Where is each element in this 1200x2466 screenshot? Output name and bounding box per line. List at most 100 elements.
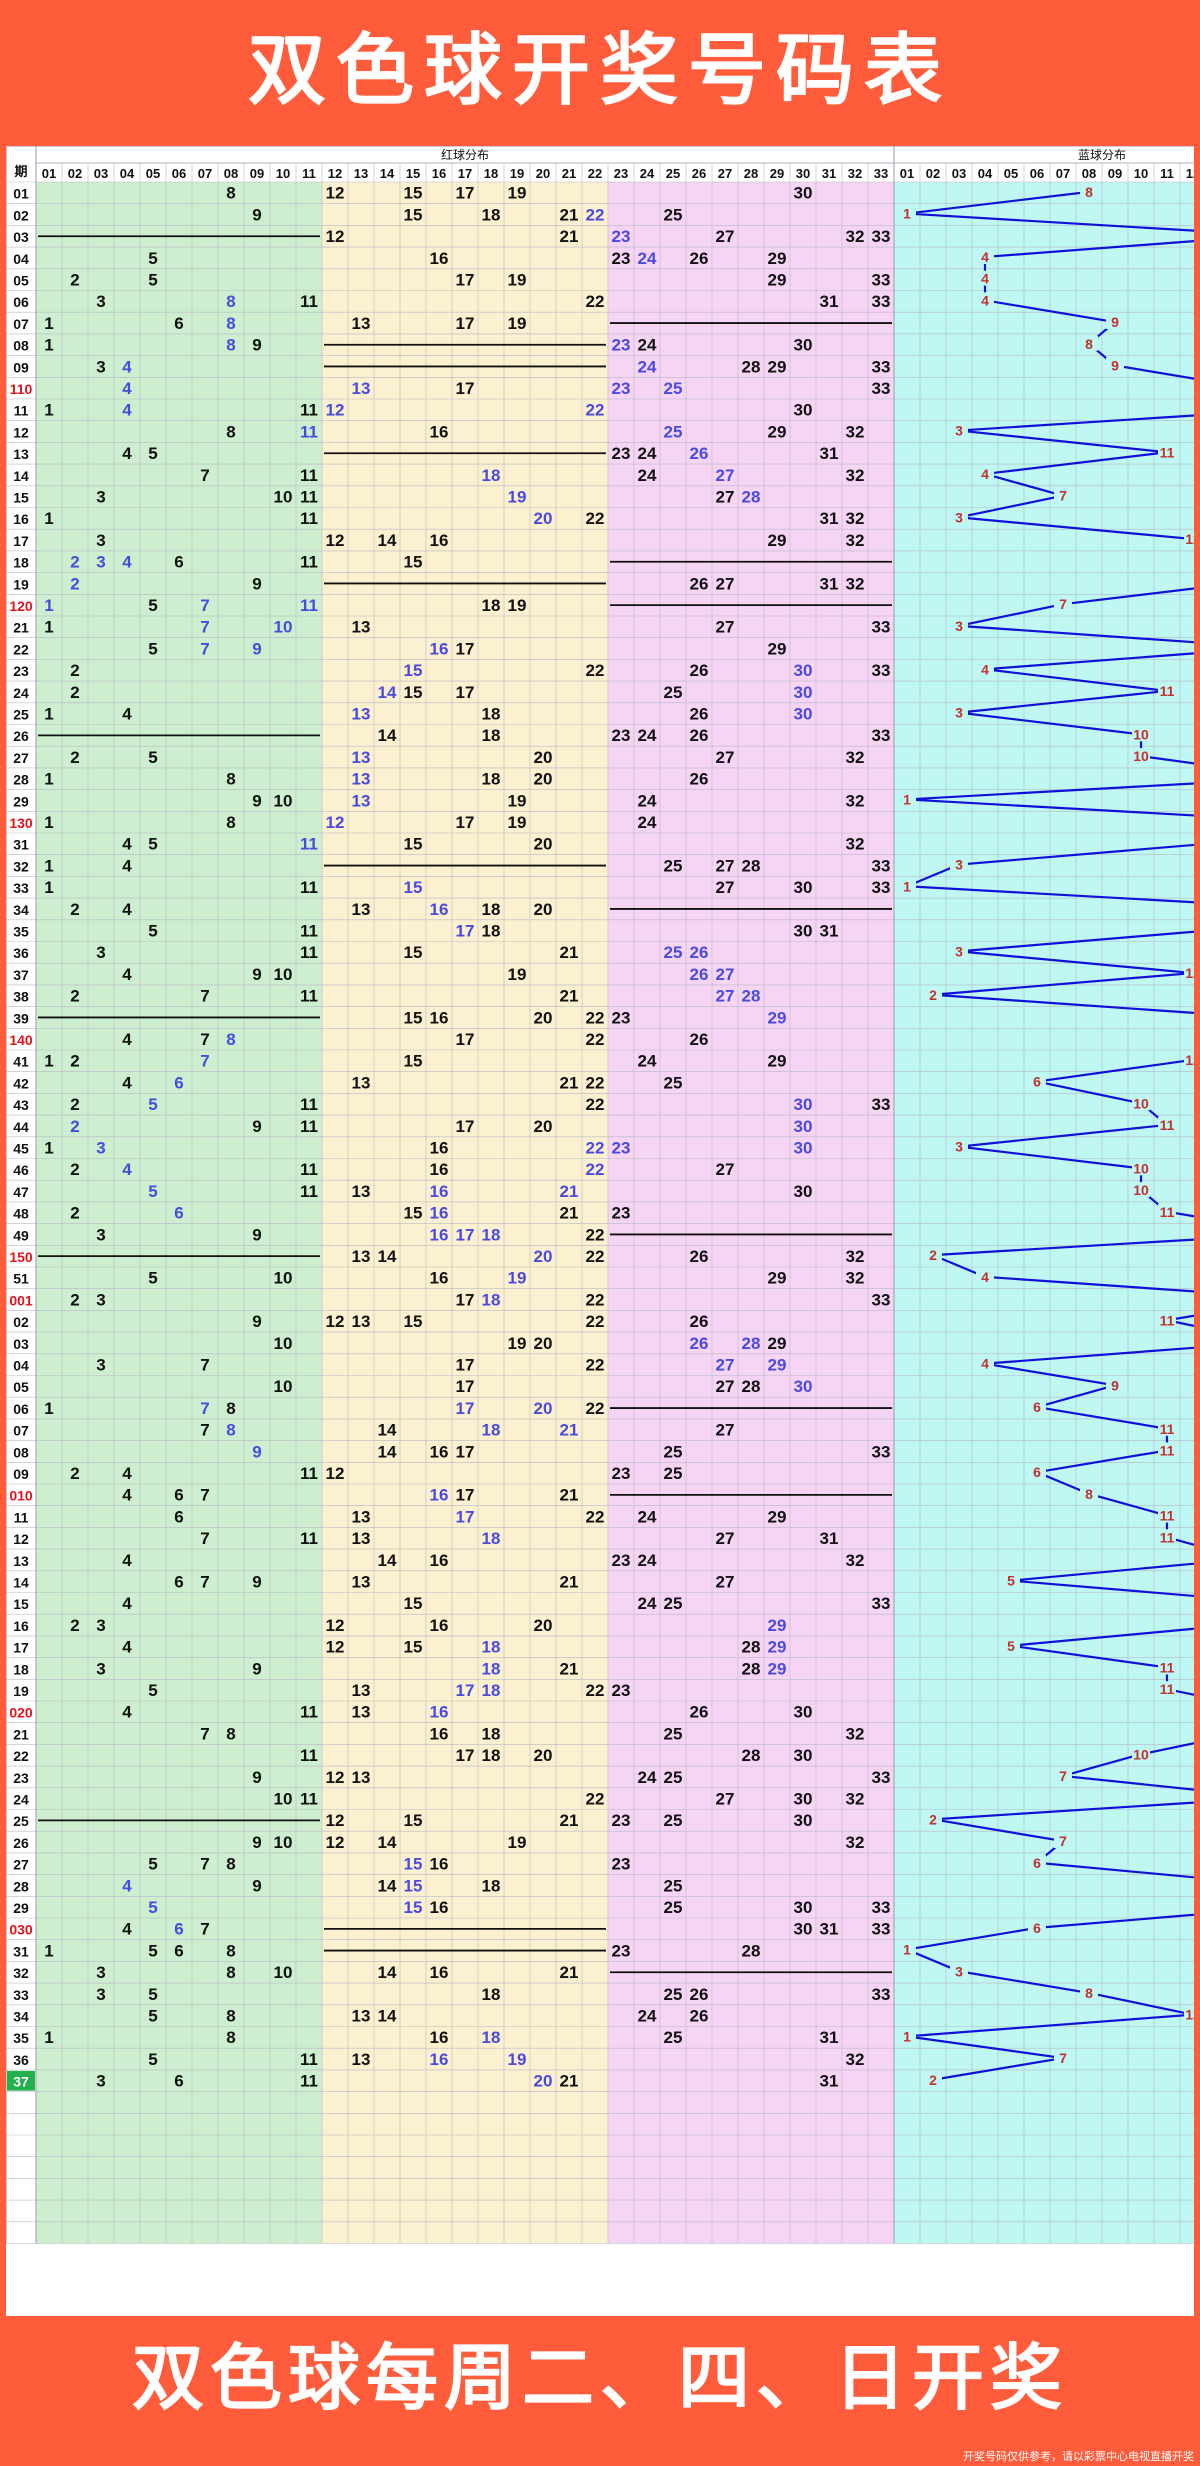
blue-column-number: 04 <box>978 166 993 181</box>
blue-ball-label-bg <box>1028 1854 1046 1870</box>
red-ball-number: 11 <box>300 1790 318 1809</box>
red-ball-number: 30 <box>794 922 813 941</box>
period-label: 01 <box>13 186 29 202</box>
red-column-number: 08 <box>224 166 238 181</box>
blue-ball-label-bg <box>950 856 968 872</box>
red-ball-number: 1 <box>44 878 53 897</box>
red-ball-number: 33 <box>872 1290 891 1309</box>
red-ball-number: 26 <box>690 574 709 593</box>
red-ball-number: 20 <box>534 900 553 919</box>
red-ball-number: 26 <box>690 770 709 789</box>
red-ball-number: 11 <box>300 422 318 441</box>
red-ball-number: 15 <box>404 661 423 680</box>
red-ball-number: 30 <box>794 661 813 680</box>
blue-ball-number: 11 <box>1160 1421 1175 1437</box>
red-ball-number: 33 <box>872 227 891 246</box>
red-ball-number: 15 <box>404 835 423 854</box>
blue-ball-number: 11 <box>1160 1442 1175 1458</box>
red-ball-number: 5 <box>148 1941 157 1960</box>
red-ball-number: 24 <box>638 1594 657 1613</box>
red-ball-number: 20 <box>534 509 553 528</box>
red-ball-number: 17 <box>456 1507 475 1526</box>
red-ball-number: 3 <box>96 531 105 550</box>
red-ball-number: 26 <box>690 705 709 724</box>
red-ball-number: 12 <box>326 531 345 550</box>
red-column-number: 12 <box>328 166 342 181</box>
red-ball-number: 28 <box>742 357 761 376</box>
red-ball-number: 17 <box>456 379 475 398</box>
blue-ball-number: 7 <box>1059 1768 1067 1784</box>
period-label: 24 <box>13 685 29 701</box>
red-ball-number: 5 <box>148 748 157 767</box>
period-label: 120 <box>9 598 33 614</box>
red-ball-number: 21 <box>560 1963 579 1982</box>
red-ball-number: 11 <box>300 1746 318 1765</box>
red-ball-number: 22 <box>586 1008 605 1027</box>
red-ball-number: 1 <box>44 509 53 528</box>
red-ball-number: 20 <box>534 770 553 789</box>
red-ball-number: 15 <box>404 205 423 224</box>
red-ball-number: 25 <box>664 1898 683 1917</box>
red-ball-number: 15 <box>404 1876 423 1895</box>
period-label: 27 <box>13 750 29 766</box>
red-ball-number: 18 <box>482 596 501 615</box>
red-ball-number: 9 <box>252 1833 261 1852</box>
red-ball-number: 32 <box>846 1833 865 1852</box>
red-ball-number: 31 <box>820 2028 839 2047</box>
blue-ball-label-bg <box>1184 965 1194 981</box>
red-ball-number: 1 <box>44 705 53 724</box>
red-ball-number: 19 <box>508 791 527 810</box>
red-ball-number: 18 <box>482 900 501 919</box>
period-label: 36 <box>13 2052 29 2068</box>
blue-ball-number: 9 <box>1111 314 1119 330</box>
red-ball-number: 27 <box>716 618 735 637</box>
red-ball-number: 31 <box>820 292 839 311</box>
red-ball-number: 22 <box>586 205 605 224</box>
red-ball-number: 25 <box>664 205 683 224</box>
blue-ball-label-bg <box>1158 1507 1176 1523</box>
period-label: 32 <box>13 1965 29 1981</box>
period-label: 08 <box>13 338 29 354</box>
blue-ball-label-bg <box>950 704 968 720</box>
red-ball-number: 14 <box>378 1421 397 1440</box>
red-ball-number: 10 <box>274 1963 293 1982</box>
red-ball-number: 17 <box>456 1486 475 1505</box>
blue-ball-number: 3 <box>955 423 963 439</box>
red-ball-number: 9 <box>252 1573 261 1592</box>
red-ball-number: 12 <box>326 1616 345 1635</box>
red-ball-number: 4 <box>122 1638 132 1657</box>
red-ball-number: 7 <box>200 1855 209 1874</box>
blue-ball-number: 1 <box>903 206 911 222</box>
red-ball-number: 6 <box>174 553 183 572</box>
blue-ball-label-bg <box>1158 682 1176 698</box>
red-ball-number: 6 <box>174 1204 183 1223</box>
red-ball-number: 13 <box>352 1703 371 1722</box>
red-ball-number: 23 <box>612 1811 631 1830</box>
period-label: 35 <box>13 924 29 940</box>
red-ball-number: 16 <box>430 1703 449 1722</box>
period-label: 32 <box>13 858 29 874</box>
red-column-number: 02 <box>68 166 82 181</box>
blue-ball-number: 11 <box>1160 1508 1175 1524</box>
red-ball-number: 17 <box>456 1290 475 1309</box>
red-ball-number: 5 <box>148 2050 157 2069</box>
blue-ball-label-bg <box>1158 1203 1176 1219</box>
red-ball-number: 32 <box>846 791 865 810</box>
red-ball-number: 10 <box>274 1269 293 1288</box>
red-ball-number: 27 <box>716 965 735 984</box>
red-ball-number: 16 <box>430 1269 449 1288</box>
blue-ball-number: 1 <box>903 1942 911 1958</box>
red-ball-number: 33 <box>872 661 891 680</box>
red-ball-number: 15 <box>404 1811 423 1830</box>
red-ball-number: 26 <box>690 726 709 745</box>
red-ball-number: 24 <box>638 357 657 376</box>
period-label: 16 <box>13 1618 29 1634</box>
red-ball-number: 29 <box>768 1638 787 1657</box>
period-label: 17 <box>13 1640 29 1656</box>
blue-ball-label-bg <box>924 2071 942 2087</box>
red-ball-number: 15 <box>404 1855 423 1874</box>
red-ball-number: 17 <box>456 314 475 333</box>
red-ball-number: 23 <box>612 379 631 398</box>
red-ball-number: 25 <box>664 1073 683 1092</box>
red-ball-number: 22 <box>586 1312 605 1331</box>
